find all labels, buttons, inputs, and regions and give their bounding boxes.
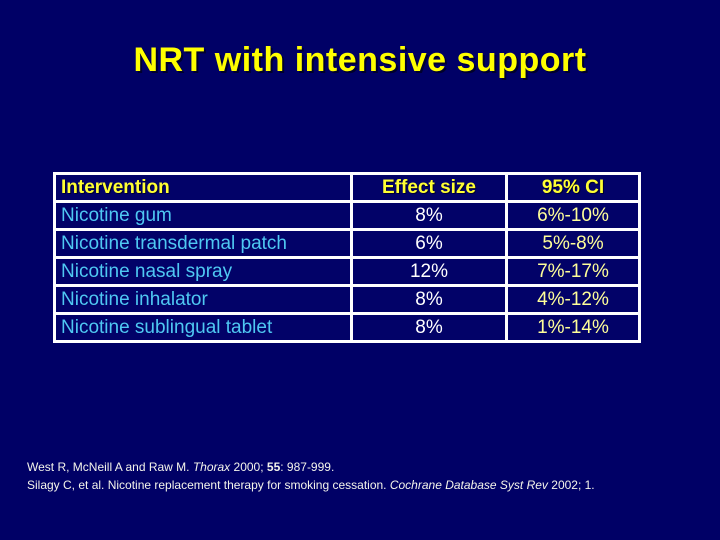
effect-size-cell: 8% [350,312,508,343]
citation-segment: Thorax [192,460,231,474]
effect-size-cell: 8% [350,200,508,231]
citation-block: West R, McNeill A and Raw M. Thorax 2000… [27,458,595,494]
slide-title: NRT with intensive support [133,41,587,79]
intervention-cell: Nicotine transdermal patch [53,228,353,259]
citation-segment: Silagy C, et al. Nicotine replacement th… [27,478,390,492]
column-header-effect-size: Effect size [350,172,508,203]
intervention-cell: Nicotine sublingual tablet [53,312,353,343]
column-header-95ci: 95% CI [505,172,641,203]
intervention-cell: Nicotine gum [53,200,353,231]
effect-size-cell: 8% [350,284,508,315]
effect-size-cell: 12% [350,256,508,287]
citation-segment: 2000; [230,460,267,474]
intervention-cell: Nicotine nasal spray [53,256,353,287]
table-header-row: Intervention Effect size 95% CI [53,172,641,203]
table-row: Nicotine transdermal patch 6% 5%-8% [53,228,641,259]
nrt-results-table: Intervention Effect size 95% CI Nicotine… [53,172,641,343]
ci-cell: 6%-10% [505,200,641,231]
citation-segment: West R, McNeill A and Raw M. [27,460,193,474]
ci-cell: 4%-12% [505,284,641,315]
table-row: Nicotine nasal spray 12% 7%-17% [53,256,641,287]
intervention-cell: Nicotine inhalator [53,284,353,315]
citation-segment: 55 [266,460,281,474]
effect-size-cell: 6% [350,228,508,259]
ci-cell: 5%-8% [505,228,641,259]
citation-segment: : 987-999. [280,460,335,474]
citation-line: Silagy C, et al. Nicotine replacement th… [27,476,595,494]
column-header-intervention: Intervention [53,172,353,203]
table-row: Nicotine gum 8% 6%-10% [53,200,641,231]
citation-segment: 2002; 1. [547,478,595,492]
citation-segment: Cochrane Database Syst Rev [389,478,548,492]
table-row: Nicotine sublingual tablet 8% 1%-14% [53,312,641,343]
ci-cell: 1%-14% [505,312,641,343]
table-row: Nicotine inhalator 8% 4%-12% [53,284,641,315]
ci-cell: 7%-17% [505,256,641,287]
citation-line: West R, McNeill A and Raw M. Thorax 2000… [27,458,595,476]
table-body: Nicotine gum 8% 6%-10% Nicotine transdermal… [53,200,641,343]
